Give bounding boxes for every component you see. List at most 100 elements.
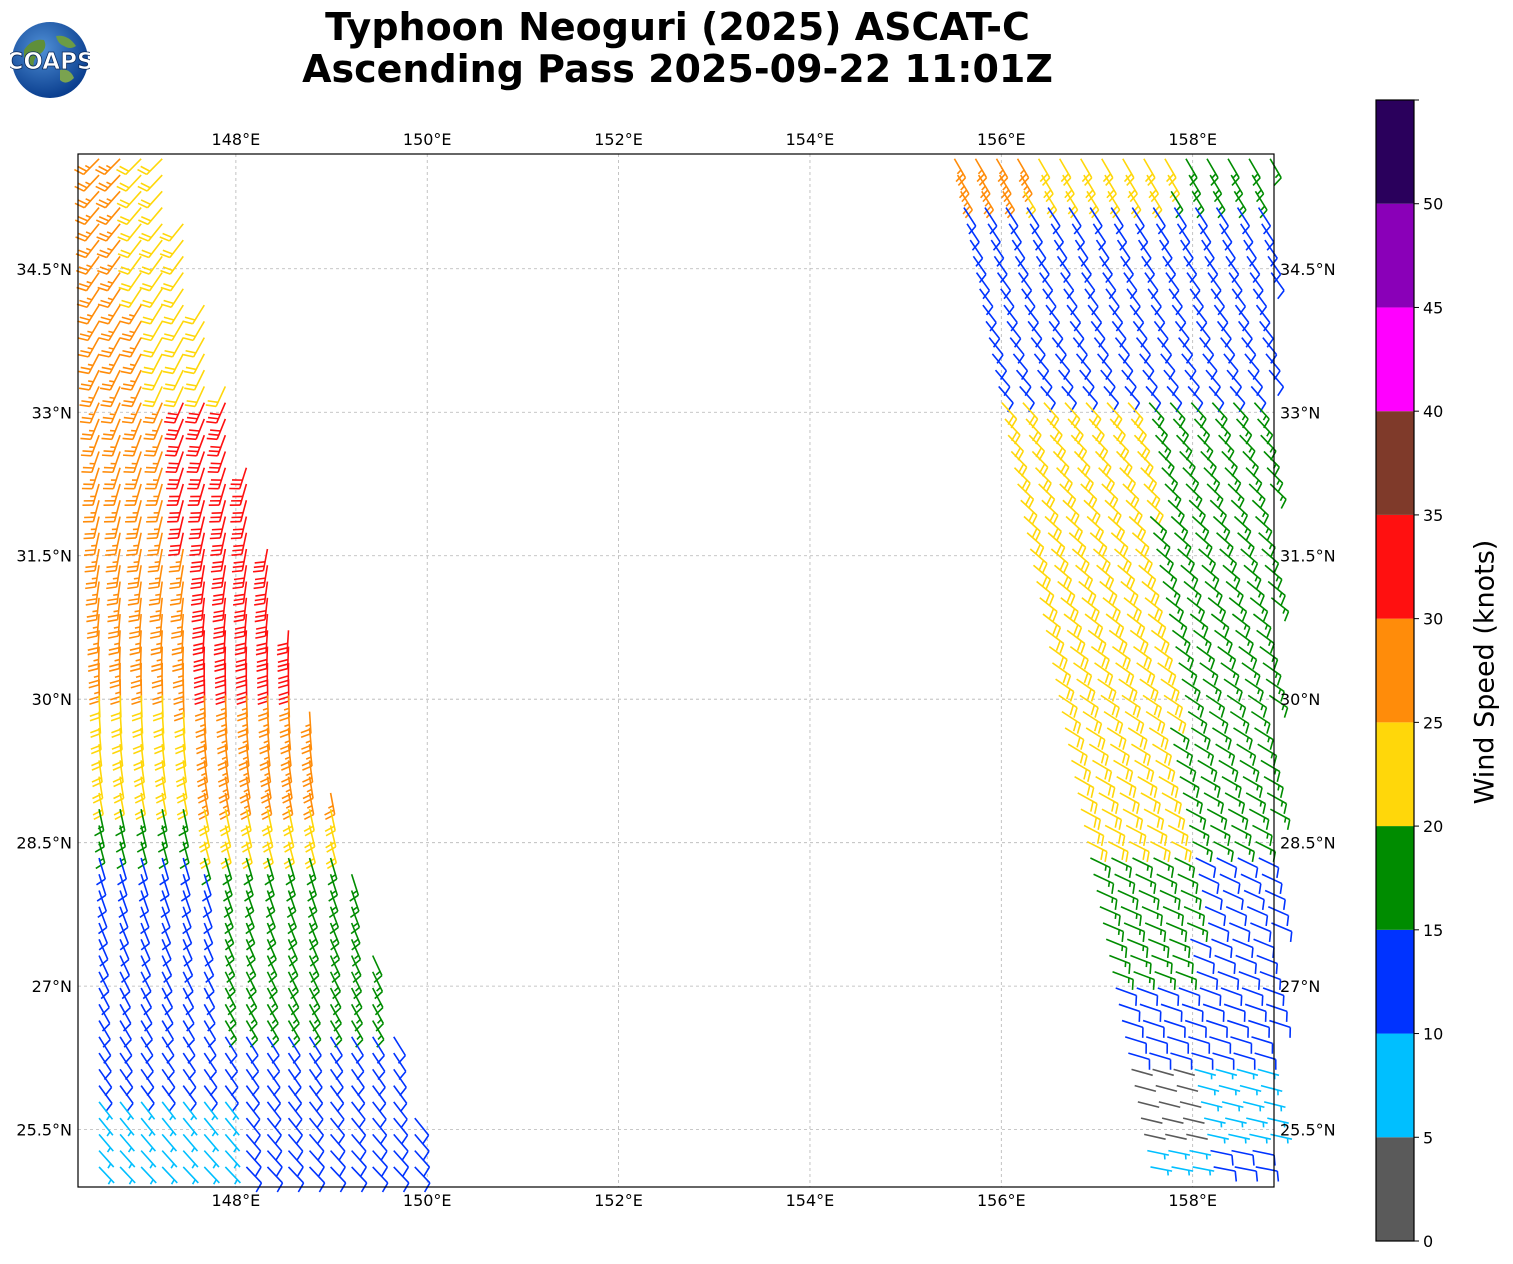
wind-barb bbox=[151, 646, 163, 672]
wind-barb bbox=[1186, 597, 1206, 622]
wind-barb bbox=[350, 955, 362, 984]
wind-barb bbox=[104, 500, 121, 523]
wind-barb bbox=[1069, 645, 1089, 670]
wind-barb bbox=[1101, 808, 1123, 831]
wind-barb bbox=[170, 613, 185, 639]
colorbar-bin bbox=[1376, 929, 1414, 1034]
wind-barb bbox=[109, 662, 121, 689]
wind-barb bbox=[160, 272, 184, 292]
wind-barb bbox=[118, 288, 142, 309]
wind-barb bbox=[1103, 710, 1124, 734]
wind-barb bbox=[1177, 548, 1196, 574]
wind-barb bbox=[1044, 515, 1062, 542]
wind-barb bbox=[182, 1166, 199, 1185]
wind-barb bbox=[1144, 272, 1159, 300]
wind-barb bbox=[308, 1133, 325, 1161]
wind-barb bbox=[148, 565, 163, 590]
wind-barb bbox=[1246, 580, 1265, 606]
wind-barb bbox=[1168, 613, 1188, 638]
logo-text: COAPS bbox=[10, 49, 90, 75]
wind-barb bbox=[1063, 613, 1083, 638]
wind-barb bbox=[303, 792, 315, 821]
wind-barb bbox=[122, 418, 142, 441]
wind-barb bbox=[1047, 532, 1066, 558]
wind-barb bbox=[162, 337, 184, 358]
wind-barb bbox=[266, 922, 277, 951]
wind-barb bbox=[1204, 255, 1219, 284]
wind-barb bbox=[1079, 694, 1099, 718]
wind-barb bbox=[1065, 515, 1084, 542]
wind-barb bbox=[1205, 694, 1226, 718]
wind-barb bbox=[198, 809, 210, 837]
wind-barb bbox=[1143, 483, 1161, 509]
wind-barb bbox=[287, 938, 298, 967]
wind-barb bbox=[1192, 629, 1212, 654]
wind-barb bbox=[203, 987, 216, 1016]
wind-barb bbox=[1164, 808, 1186, 831]
wind-barb bbox=[1083, 499, 1101, 526]
wind-barb bbox=[308, 1150, 325, 1177]
wind-barb bbox=[165, 434, 184, 457]
wind-barb bbox=[1026, 207, 1040, 235]
wind-barb bbox=[230, 500, 248, 523]
wind-barb bbox=[1155, 223, 1170, 251]
wind-barb bbox=[178, 809, 189, 837]
wind-barb bbox=[124, 483, 142, 506]
wind-barb bbox=[163, 369, 184, 391]
wind-barb bbox=[1024, 304, 1039, 332]
wind-barb bbox=[1225, 255, 1240, 284]
wind-barb bbox=[1006, 320, 1022, 348]
wind-barb bbox=[1056, 467, 1073, 493]
wind-barb bbox=[161, 922, 172, 951]
wind-barb bbox=[78, 369, 100, 391]
wind-barb bbox=[100, 386, 121, 408]
wind-barb bbox=[1194, 207, 1208, 235]
wind-barb bbox=[85, 565, 100, 590]
wind-barb bbox=[1228, 597, 1248, 622]
wind-barb bbox=[1099, 255, 1113, 284]
chart-title: Typhoon Neoguri (2025) ASCAT-C Ascending… bbox=[0, 6, 1355, 90]
wind-barb bbox=[106, 565, 121, 590]
wind-barb bbox=[1086, 515, 1105, 542]
wind-barb bbox=[98, 1101, 114, 1121]
wind-barb bbox=[1201, 564, 1220, 590]
wind-barb bbox=[1005, 207, 1019, 235]
wind-barb bbox=[350, 922, 361, 951]
wind-barb bbox=[308, 987, 321, 1016]
wind-barb bbox=[119, 922, 130, 951]
wind-barb bbox=[1094, 662, 1114, 686]
wind-barb bbox=[1050, 223, 1065, 251]
wind-barb bbox=[1231, 288, 1247, 316]
wind-barb bbox=[1238, 645, 1258, 670]
wind-barb bbox=[1192, 304, 1208, 332]
wind-barb bbox=[1248, 483, 1266, 509]
wind-barb bbox=[224, 1133, 241, 1153]
wind-barb bbox=[220, 841, 232, 870]
wind-barb bbox=[1247, 694, 1268, 718]
wind-barb bbox=[393, 1085, 408, 1113]
wind-barb bbox=[1150, 629, 1170, 654]
wind-barb bbox=[160, 255, 184, 275]
wind-barb bbox=[1034, 467, 1052, 493]
wind-barb bbox=[1240, 223, 1254, 251]
wind-barb bbox=[308, 1085, 324, 1113]
wind-barb bbox=[260, 776, 272, 804]
colorbar-bin bbox=[1376, 722, 1414, 827]
wind-barb bbox=[1074, 239, 1089, 267]
wind-barb bbox=[414, 1150, 431, 1177]
wind-barb bbox=[1120, 580, 1139, 606]
wind-barb bbox=[1092, 223, 1107, 251]
wind-barb bbox=[182, 304, 205, 325]
wind-barb bbox=[1165, 272, 1180, 300]
wind-barb bbox=[188, 516, 206, 540]
wind-barb bbox=[96, 223, 121, 242]
wind-barb bbox=[245, 1133, 262, 1161]
wind-barb bbox=[182, 1117, 198, 1137]
wind-barb bbox=[1057, 580, 1076, 606]
wind-barb bbox=[161, 1085, 176, 1113]
wind-barb bbox=[393, 1101, 408, 1129]
wind-barb bbox=[1134, 759, 1155, 782]
wind-barb bbox=[107, 597, 121, 623]
wind-barb bbox=[1265, 678, 1285, 702]
wind-barb bbox=[260, 760, 272, 788]
